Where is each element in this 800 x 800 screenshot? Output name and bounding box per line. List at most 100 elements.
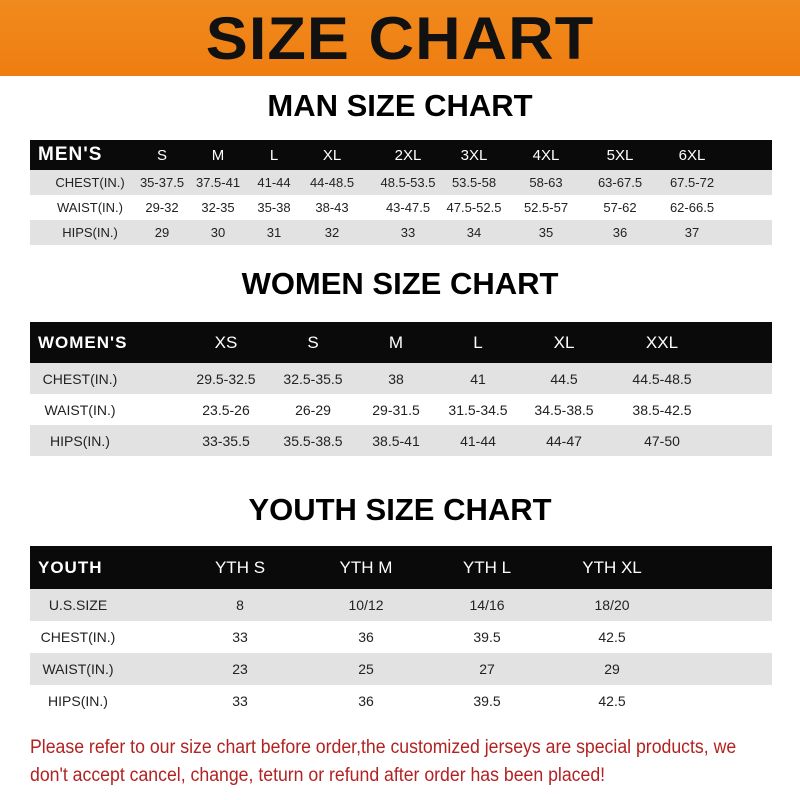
measurement-value: 47-50 bbox=[644, 432, 680, 449]
size-header: 5XL bbox=[606, 146, 634, 164]
measurement-value: 34 bbox=[466, 225, 482, 240]
measurement-value: 31 bbox=[266, 225, 282, 240]
measurement-value: 38-43 bbox=[315, 200, 349, 215]
measurement-value: 10/12 bbox=[348, 597, 384, 613]
measurement-value: 41 bbox=[470, 370, 486, 387]
measurement-value: 43-47.5 bbox=[385, 200, 431, 215]
measurement-value: 52.5-57 bbox=[523, 200, 569, 215]
measurement-label: WAIST(IN.) bbox=[42, 661, 114, 677]
size-header: 3XL bbox=[460, 146, 488, 164]
size-header: 6XL bbox=[678, 146, 706, 164]
size-header: S bbox=[156, 146, 168, 164]
measurement-label: HIPS(IN.) bbox=[50, 432, 110, 449]
measurement-value: 39.5 bbox=[473, 693, 501, 709]
table-label: MEN'S bbox=[38, 144, 103, 165]
table-label: YOUTH bbox=[38, 557, 103, 577]
measurement-value: 67.5-72 bbox=[669, 175, 715, 190]
measurement-value: 47.5-52.5 bbox=[446, 200, 502, 215]
measurement-label: U.S.SIZE bbox=[48, 597, 108, 613]
table-row: HIPS(IN.) 33 36 39.5 42.5 bbox=[30, 685, 772, 717]
measurement-value: 42.5 bbox=[598, 629, 626, 645]
men-header-row: MEN'S S M L XL 2XL 3XL 4XL 5XL 6XL bbox=[30, 140, 772, 170]
women-header-row: WOMEN'S XS S M L XL XXL bbox=[30, 322, 772, 363]
table-row: HIPS(IN.) 29 30 31 32 33 34 35 36 37 bbox=[30, 220, 772, 245]
measurement-value: 57-62 bbox=[603, 200, 637, 215]
table-row: WAIST(IN.) 29-32 32-35 35-38 38-43 43-47.5 47.… bbox=[30, 195, 772, 220]
table-row: CHEST(IN.) 33 36 39.5 42.5 bbox=[30, 621, 772, 653]
measurement-value: 29 bbox=[154, 225, 170, 240]
table-row: WAIST(IN.) 23.5-26 26-29 29-31.5 31.5-34.5 34… bbox=[30, 394, 772, 425]
measurement-value: 29-32 bbox=[145, 200, 179, 215]
measurement-value: 44-47 bbox=[546, 432, 582, 449]
measurement-value: 32 bbox=[324, 225, 340, 240]
size-header: XS bbox=[214, 332, 238, 352]
measurement-value: 14/16 bbox=[469, 597, 505, 613]
size-header: 4XL bbox=[532, 146, 560, 164]
notice-text: Please refer to our size chart before or… bbox=[30, 737, 737, 786]
table-row: CHEST(IN.) 29.5-32.5 32.5-35.5 38 41 44.5 44.5… bbox=[30, 363, 772, 394]
measurement-value: 58-63 bbox=[529, 175, 563, 190]
measurement-value: 37.5-41 bbox=[195, 175, 241, 190]
size-header: XL bbox=[553, 332, 575, 352]
measurement-value: 26-29 bbox=[295, 401, 331, 418]
size-header: XL bbox=[322, 146, 342, 164]
measurement-value: 44-48.5 bbox=[309, 175, 355, 190]
measurement-value: 37 bbox=[684, 225, 700, 240]
measurement-value: 53.5-58 bbox=[451, 175, 497, 190]
measurement-value: 33-35.5 bbox=[202, 432, 250, 449]
youth-section-title: YOUTH SIZE CHART bbox=[248, 492, 552, 527]
measurement-value: 38 bbox=[388, 370, 404, 387]
measurement-value: 35-38 bbox=[257, 200, 291, 215]
measurement-value: 44.5 bbox=[550, 370, 578, 387]
measurement-value: 39.5 bbox=[473, 629, 501, 645]
measurement-value: 34.5-38.5 bbox=[534, 401, 594, 418]
measurement-value: 8 bbox=[236, 597, 244, 613]
measurement-value: 48.5-53.5 bbox=[380, 175, 436, 190]
measurement-label: CHEST(IN.) bbox=[42, 370, 118, 387]
measurement-label: WAIST(IN.) bbox=[57, 200, 123, 215]
size-header: YTH L bbox=[462, 557, 512, 577]
men-section-title: MAN SIZE CHART bbox=[267, 88, 533, 123]
page-title: SIZE CHART bbox=[205, 4, 595, 72]
size-header: M bbox=[211, 146, 225, 164]
measurement-value: 36 bbox=[358, 693, 374, 709]
measurement-value: 35 bbox=[538, 225, 554, 240]
measurement-value: 33 bbox=[400, 225, 416, 240]
measurement-value: 25 bbox=[358, 661, 374, 677]
measurement-value: 35.5-38.5 bbox=[283, 432, 343, 449]
measurement-value: 18/20 bbox=[594, 597, 630, 613]
table-label: WOMEN'S bbox=[38, 332, 128, 352]
size-header: YTH S bbox=[214, 557, 266, 577]
title-banner: SIZE CHART bbox=[0, 0, 800, 76]
measurement-value: 30 bbox=[210, 225, 226, 240]
measurement-value: 44.5-48.5 bbox=[632, 370, 692, 387]
measurement-value: 62-66.5 bbox=[669, 200, 715, 215]
measurement-value: 23 bbox=[232, 661, 248, 677]
measurement-label: CHEST(IN.) bbox=[40, 629, 116, 645]
measurement-label: CHEST(IN.) bbox=[55, 175, 125, 190]
size-header: YTH XL bbox=[582, 557, 642, 577]
measurement-label: HIPS(IN.) bbox=[62, 225, 118, 240]
measurement-value: 33 bbox=[232, 693, 248, 709]
measurement-value: 35-37.5 bbox=[139, 175, 185, 190]
table-row: HIPS(IN.) 33-35.5 35.5-38.5 38.5-41 41-44 44-… bbox=[30, 425, 772, 456]
measurement-value: 41-44 bbox=[460, 432, 496, 449]
table-row: U.S.SIZE 8 10/12 14/16 18/20 bbox=[30, 589, 772, 621]
measurement-value: 41-44 bbox=[257, 175, 291, 190]
size-header: YTH M bbox=[339, 557, 393, 577]
size-header: 2XL bbox=[394, 146, 422, 164]
measurement-value: 29-31.5 bbox=[372, 401, 420, 418]
measurement-value: 36 bbox=[612, 225, 628, 240]
measurement-value: 38.5-41 bbox=[372, 432, 420, 449]
size-header: XXL bbox=[645, 332, 679, 352]
measurement-value: 29 bbox=[604, 661, 620, 677]
measurement-label: HIPS(IN.) bbox=[48, 693, 108, 709]
table-row: WAIST(IN.) 23 25 27 29 bbox=[30, 653, 772, 685]
measurement-value: 38.5-42.5 bbox=[632, 401, 692, 418]
size-header: L bbox=[473, 332, 483, 352]
measurement-value: 29.5-32.5 bbox=[196, 370, 256, 387]
size-header: S bbox=[307, 332, 319, 352]
measurement-value: 36 bbox=[358, 629, 374, 645]
measurement-value: 31.5-34.5 bbox=[448, 401, 508, 418]
size-header: L bbox=[269, 146, 279, 164]
